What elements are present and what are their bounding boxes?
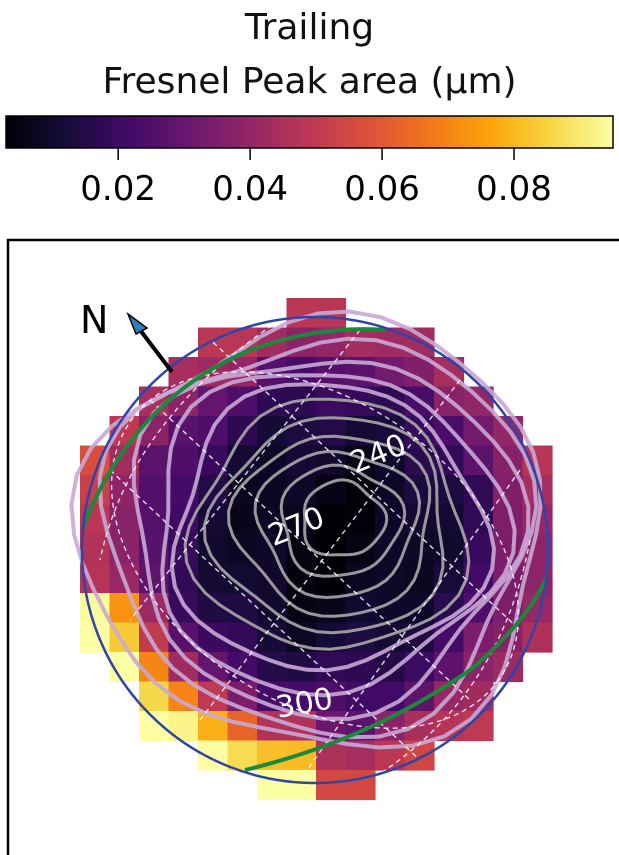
- heatmap-cell: [198, 740, 229, 771]
- heatmap-cell: [286, 770, 317, 801]
- grid-line: [110, 371, 520, 729]
- heatmap-cell: [168, 445, 199, 476]
- heatmap-cell: [139, 504, 170, 535]
- heatmap-cell: [316, 504, 347, 535]
- heatmap-cell: [316, 563, 347, 594]
- colorbar: 0.02 0.04 0.06 0.08: [5, 115, 614, 209]
- heatmap-cell: [286, 504, 317, 535]
- heatmap-cell: [80, 593, 111, 624]
- heatmap-cell: [286, 357, 317, 388]
- grid-line: [99, 319, 281, 561]
- heatmap-cell: [286, 593, 317, 624]
- heatmap-cell: [109, 504, 140, 535]
- terminator-lines: [82, 327, 548, 772]
- heatmap-cell: [434, 534, 465, 565]
- heatmap-cell: [198, 504, 229, 535]
- terminator-lower: [244, 569, 548, 772]
- contour-line: [183, 397, 471, 651]
- chart-title-line2: Fresnel Peak area (μm): [102, 61, 517, 102]
- north-label: N: [80, 298, 108, 342]
- heatmap-cell: [168, 711, 199, 742]
- heatmap-cell: [139, 711, 170, 742]
- contour-line: [227, 434, 432, 618]
- heatmap-cell: [375, 563, 406, 594]
- heatmap-pixels: [80, 298, 553, 801]
- terminator-upper: [82, 327, 386, 536]
- heatmap-cell: [168, 622, 199, 653]
- contour-line: [202, 416, 445, 635]
- heatmap-cell: [316, 416, 347, 447]
- heatmap-cell: [257, 770, 288, 801]
- heatmap-cell: [345, 770, 376, 801]
- grid-line: [149, 399, 471, 701]
- north-arrow: N: [80, 298, 174, 374]
- grid-line: [199, 329, 521, 631]
- chart-title-line1: Trailing: [244, 7, 375, 48]
- colorbar-tick-label: 0.02: [80, 169, 156, 209]
- contour-line: [160, 373, 517, 698]
- heatmap-cell: [434, 563, 465, 594]
- heatmap-cell: [257, 622, 288, 653]
- heatmap-cell: [227, 386, 258, 417]
- contour-line: [69, 309, 543, 750]
- lat-lon-grid: [99, 319, 531, 781]
- grid-line: [129, 329, 361, 621]
- heatmap-cell: [139, 475, 170, 506]
- heatmap-cell: [227, 416, 258, 447]
- heatmap-cell: [345, 327, 376, 358]
- heatmap-cell: [227, 740, 258, 771]
- heatmap-cell: [316, 534, 347, 565]
- contour-line: [302, 478, 389, 557]
- contour-line: [253, 449, 422, 600]
- heatmap-cell: [316, 445, 347, 476]
- grid-line: [109, 469, 421, 761]
- heatmap-cell: [463, 416, 494, 447]
- contour-line: [169, 382, 497, 673]
- contour-line: [279, 463, 407, 578]
- heatmap-cell: [286, 475, 317, 506]
- contour-line: [131, 359, 531, 721]
- colorbar-tick-label: 0.08: [476, 169, 552, 209]
- heatmap-cell: [80, 534, 111, 565]
- disk-outline: [80, 315, 550, 785]
- colorbar-tick-label: 0.06: [344, 169, 420, 209]
- heatmap-cell: [345, 534, 376, 565]
- heatmap-cell: [316, 770, 347, 801]
- heatmap-cell: [227, 504, 258, 535]
- contour-lines: [69, 309, 543, 750]
- heatmap-cell: [139, 445, 170, 476]
- colorbar-tick-label: 0.04: [212, 169, 288, 209]
- map-frame: [6, 238, 619, 855]
- grid-line: [299, 469, 521, 781]
- colorbar-gradient: [5, 115, 614, 149]
